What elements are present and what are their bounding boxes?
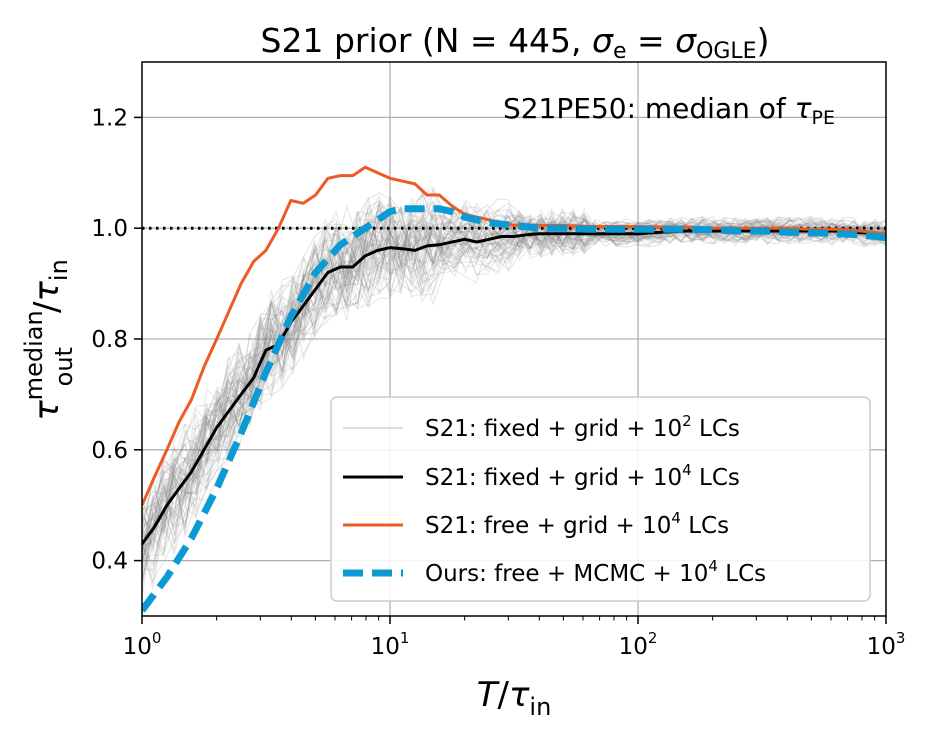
gray-ensemble-line-21 xyxy=(142,226,886,565)
x-tick-label-2: 102 xyxy=(619,629,658,660)
gray-ensemble-line-53 xyxy=(142,208,886,546)
gray-ensemble-line-49 xyxy=(142,208,886,531)
legend-label-black: S21: fixed + grid + 104 LCs xyxy=(425,461,740,491)
gray-ensemble-line-58 xyxy=(142,213,886,550)
gray-ensemble-line-31 xyxy=(142,221,886,596)
legend-label-gray: S21: fixed + grid + 102 LCs xyxy=(425,412,740,442)
gray-ensemble-line-15 xyxy=(142,209,886,552)
gray-ensemble-line-25 xyxy=(142,218,886,584)
gray-ensemble-line-54 xyxy=(142,200,886,558)
legend-box xyxy=(330,396,871,602)
gray-ensemble-line-39 xyxy=(142,217,886,545)
x-tick-label-0: 100 xyxy=(123,629,162,660)
y-tick-label-0: 0.4 xyxy=(91,549,128,575)
y-axis-label: τmedianout/τin xyxy=(20,259,78,421)
y-axis-ticks: 0.4 0.6 0.8 1.0 1.2 xyxy=(91,105,142,575)
gray-ensemble-line-13 xyxy=(142,213,886,541)
y-tick-label-3: 1.0 xyxy=(91,216,128,242)
gray-ensemble-line-24 xyxy=(142,191,886,538)
gray-ensemble-line-23 xyxy=(142,207,886,557)
x-tick-label-1: 101 xyxy=(371,629,410,660)
legend-label-orange: S21: free + grid + 104 LCs xyxy=(425,509,729,539)
x-axis-label: T/τin xyxy=(477,675,552,721)
gray-ensemble-line-59 xyxy=(142,209,886,550)
annotation: S21PE50: median of τPE xyxy=(503,92,835,129)
gray-ensemble-line-40 xyxy=(142,204,886,541)
plot-area xyxy=(142,62,886,616)
y-tick-label-4: 1.2 xyxy=(91,105,128,131)
chart-title: S21 prior (N = 445, σe = σOGLE) xyxy=(261,21,770,64)
gray-ensemble-line-29 xyxy=(142,189,886,512)
series-lines xyxy=(142,165,886,613)
y-tick-label-2: 0.8 xyxy=(91,327,128,353)
gray-ensemble-line-16 xyxy=(142,220,886,575)
gray-ensemble-line-26 xyxy=(142,225,886,558)
x-tick-label-3: 103 xyxy=(867,629,906,660)
legend-label-blue: Ours: free + MCMC + 104 LCs xyxy=(425,557,766,587)
x-axis-ticks: 100 101 102 103 xyxy=(123,616,906,660)
gray-ensemble-line-6 xyxy=(142,224,886,555)
series-line-blue xyxy=(142,205,886,613)
gray-ensemble-line-20 xyxy=(142,186,886,522)
legend: S21: fixed + grid + 102 LCs S21: fixed +… xyxy=(330,396,871,602)
y-tick-label-1: 0.6 xyxy=(91,438,128,464)
gray-ensemble-line-1 xyxy=(142,194,886,533)
